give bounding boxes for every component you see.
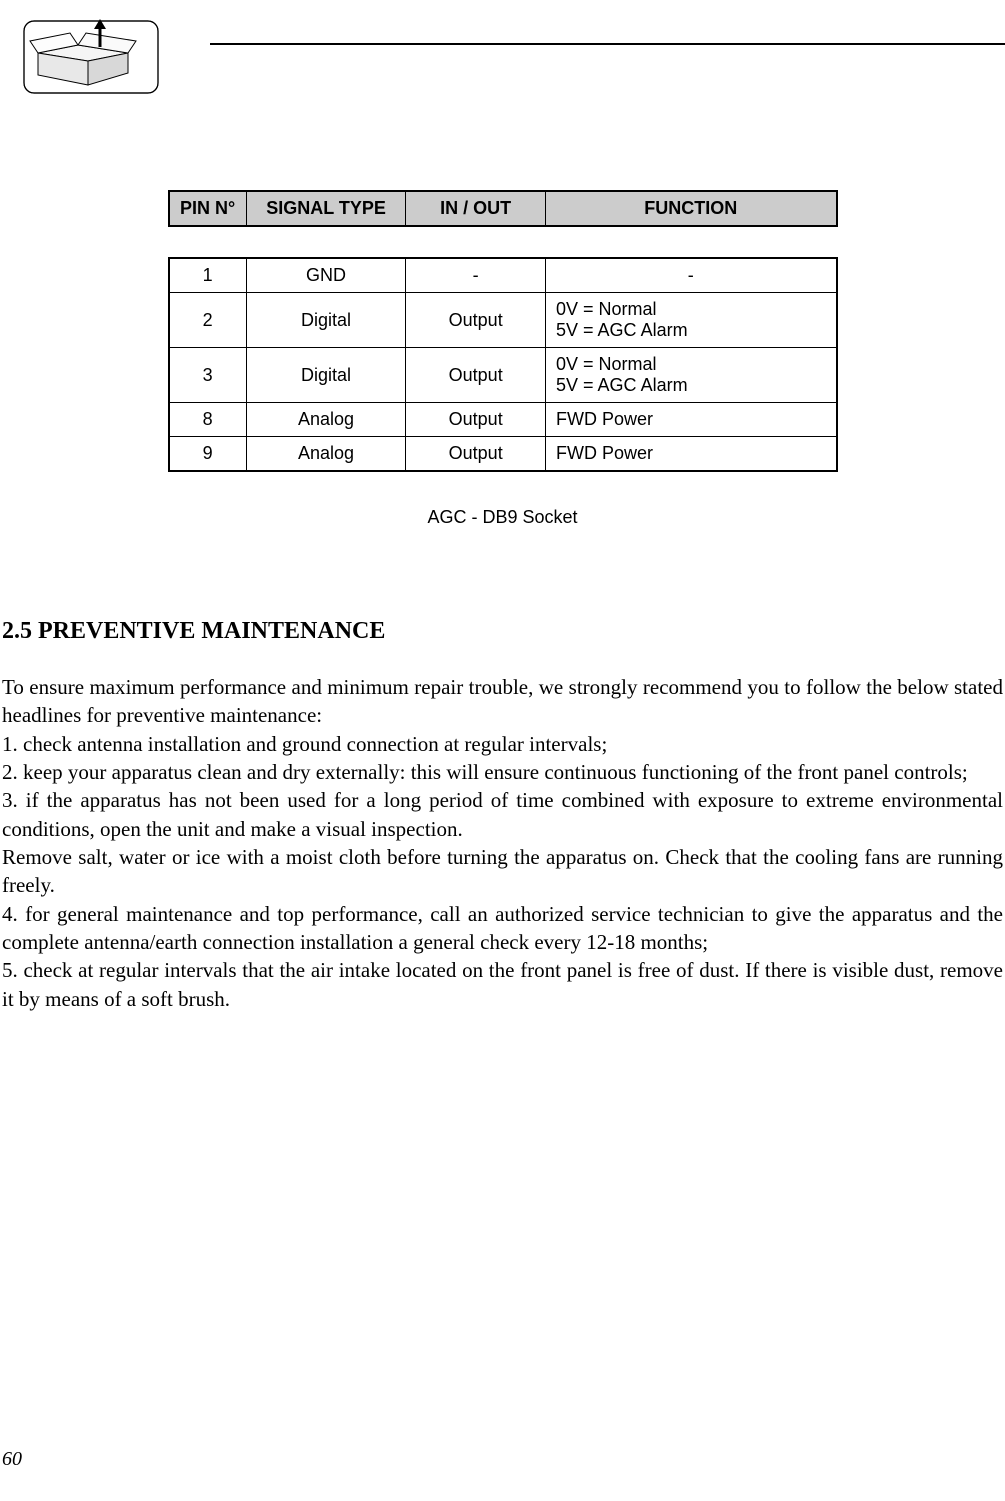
pin-table-data: 1GND--2DigitalOutput0V = Normal5V = AGC … (168, 257, 838, 472)
table-row: 1GND-- (169, 258, 837, 293)
cell-pin: 2 (169, 293, 247, 348)
cell-signal: Digital (246, 348, 406, 403)
cell-function: FWD Power (546, 403, 837, 437)
pin-table-wrapper: PIN N° SIGNAL TYPE IN / OUT FUNCTION 1GN… (168, 190, 838, 528)
section-body: To ensure maximum performance and minimu… (2, 673, 1003, 1013)
cell-pin: 8 (169, 403, 247, 437)
header-pin: PIN N° (169, 191, 247, 226)
section-heading: 2.5 PREVENTIVE MAINTENANCE (2, 618, 1003, 645)
header-signal: SIGNAL TYPE (246, 191, 406, 226)
header-inout: IN / OUT (406, 191, 546, 226)
table-row: 8AnalogOutputFWD Power (169, 403, 837, 437)
cell-signal: GND (246, 258, 406, 293)
cell-function: 0V = Normal5V = AGC Alarm (546, 293, 837, 348)
cell-inout: Output (406, 403, 546, 437)
cell-inout: - (406, 258, 546, 293)
open-box-icon (18, 15, 160, 95)
cell-signal: Digital (246, 293, 406, 348)
table-row: 9AnalogOutputFWD Power (169, 437, 837, 472)
table-row: 3DigitalOutput0V = Normal5V = AGC Alarm (169, 348, 837, 403)
cell-inout: Output (406, 437, 546, 472)
cell-signal: Analog (246, 437, 406, 472)
table-row: 2DigitalOutput0V = Normal5V = AGC Alarm (169, 293, 837, 348)
cell-pin: 1 (169, 258, 247, 293)
page-number: 60 (2, 1448, 22, 1471)
header-function: FUNCTION (545, 191, 836, 226)
cell-inout: Output (406, 348, 546, 403)
pin-table-header: PIN N° SIGNAL TYPE IN / OUT FUNCTION (168, 190, 838, 227)
header-rule (210, 43, 1005, 45)
cell-pin: 3 (169, 348, 247, 403)
cell-function: - (546, 258, 837, 293)
cell-function: 0V = Normal5V = AGC Alarm (546, 348, 837, 403)
cell-pin: 9 (169, 437, 247, 472)
cell-inout: Output (406, 293, 546, 348)
cell-function: FWD Power (546, 437, 837, 472)
cell-signal: Analog (246, 403, 406, 437)
maintenance-section: 2.5 PREVENTIVE MAINTENANCE To ensure max… (0, 618, 1005, 1013)
table-caption: AGC - DB9 Socket (168, 507, 838, 528)
